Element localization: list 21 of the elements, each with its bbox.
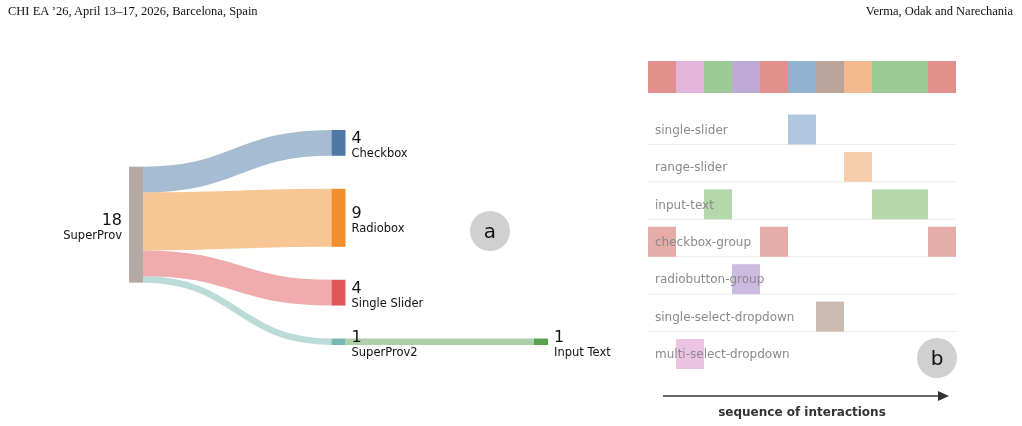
text: CHI EA ’26, April 13–17, 2026, Barcelona, Spain	[8, 4, 258, 19]
category-label: SuperProv	[63, 227, 123, 242]
data-label: 4	[351, 277, 362, 297]
data-label: 1	[554, 326, 565, 346]
category-label: Input Text	[554, 344, 612, 359]
category-label: Single Slider	[351, 295, 424, 310]
text: a	[483, 219, 497, 243]
category-label: single-select-dropdown	[655, 309, 795, 324]
category-label: Radiobox	[351, 220, 405, 235]
data-label: 4	[351, 127, 362, 147]
text: b	[930, 346, 944, 370]
data-label: 9	[351, 202, 362, 222]
category-label: range-slider	[655, 160, 728, 175]
category-label: single-slider	[655, 122, 728, 137]
category-label: multi-select-dropdown	[655, 347, 790, 362]
category-label: SuperProv2	[351, 344, 418, 359]
text: sequence of interactions	[718, 405, 886, 419]
data-label: 18	[101, 209, 122, 229]
text: Verma, Odak and Narechania	[865, 4, 1013, 19]
data-label: 1	[351, 326, 362, 346]
category-label: Checkbox	[351, 145, 408, 160]
